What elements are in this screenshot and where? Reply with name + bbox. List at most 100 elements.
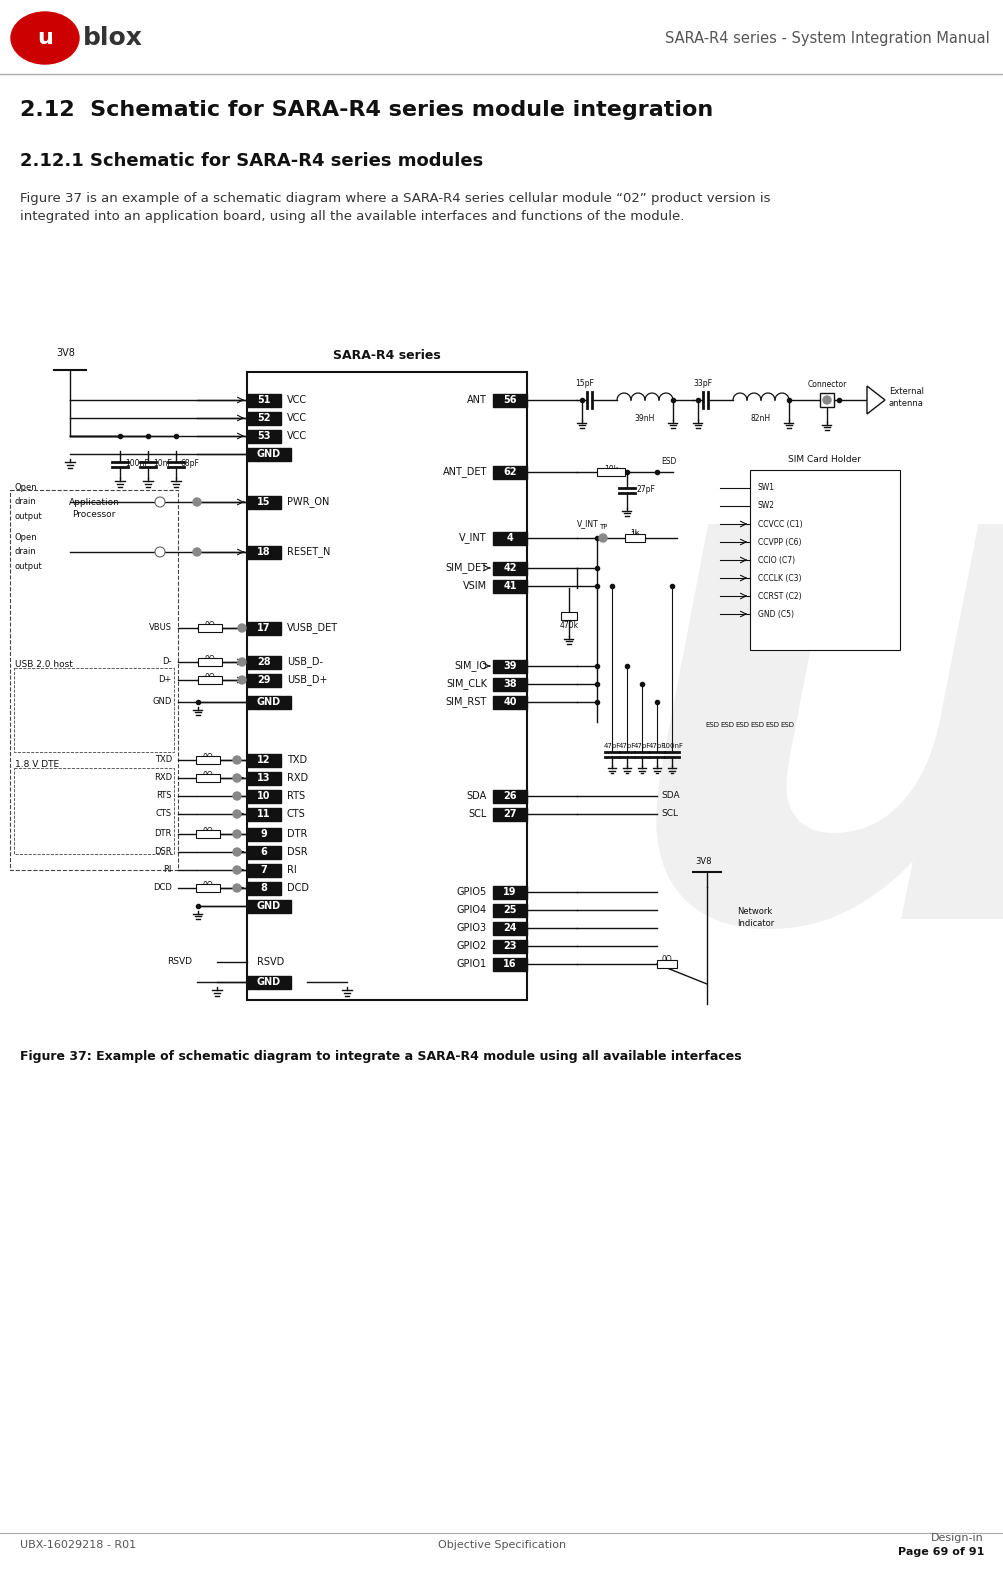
Text: 15: 15 <box>257 497 271 506</box>
Bar <box>492 579 527 593</box>
Text: DCD: DCD <box>287 883 309 892</box>
Text: VBUS: VBUS <box>148 623 172 633</box>
Text: GND: GND <box>267 978 287 987</box>
Text: 0Ω: 0Ω <box>203 770 214 780</box>
Text: 19: 19 <box>503 888 517 897</box>
Text: 8: 8 <box>261 883 267 892</box>
Text: 29: 29 <box>257 676 271 685</box>
Text: RESET_N: RESET_N <box>287 546 330 557</box>
Text: ESD: ESD <box>719 721 733 728</box>
Text: SW1: SW1 <box>757 484 774 492</box>
Bar <box>247 772 281 785</box>
Text: 38: 38 <box>503 679 517 690</box>
Text: 52: 52 <box>257 413 271 422</box>
Text: Processor: Processor <box>72 509 115 519</box>
Bar <box>247 394 281 407</box>
Text: GPIO4: GPIO4 <box>456 905 486 914</box>
Text: 0Ω: 0Ω <box>661 956 672 963</box>
Text: GPIO2: GPIO2 <box>456 941 486 951</box>
Text: 10: 10 <box>257 791 271 800</box>
Text: 28: 28 <box>257 657 271 668</box>
Text: PWR_ON: PWR_ON <box>287 497 329 508</box>
Bar <box>492 532 527 544</box>
Circle shape <box>233 848 241 856</box>
Bar <box>247 622 281 634</box>
Text: RSVD: RSVD <box>257 957 284 967</box>
Text: CTS: CTS <box>287 808 306 819</box>
Text: u: u <box>37 28 53 47</box>
Text: GND: GND <box>257 902 281 911</box>
Text: CCVCC (C1): CCVCC (C1) <box>757 519 801 528</box>
Text: 100nF: 100nF <box>660 744 682 748</box>
Bar <box>247 655 281 669</box>
Text: 51: 51 <box>257 396 271 405</box>
Text: 56: 56 <box>503 396 517 405</box>
Bar <box>198 676 222 683</box>
Bar <box>247 495 281 508</box>
Bar <box>198 623 222 631</box>
Bar <box>247 429 281 443</box>
Text: Network: Network <box>736 908 771 916</box>
Bar <box>561 612 577 620</box>
Circle shape <box>233 831 241 838</box>
Text: GPIO1: GPIO1 <box>456 959 486 970</box>
Text: SARA-R4 series - System Integration Manual: SARA-R4 series - System Integration Manu… <box>665 30 989 46</box>
Bar <box>492 940 527 952</box>
Text: CCVPP (C6): CCVPP (C6) <box>757 538 800 546</box>
Text: ESD: ESD <box>660 457 676 467</box>
Text: 100nF: 100nF <box>125 459 148 468</box>
Text: 6: 6 <box>261 846 267 857</box>
Circle shape <box>233 774 241 782</box>
Text: ESD: ESD <box>779 721 793 728</box>
Text: GND: GND <box>257 449 281 459</box>
Text: TXD: TXD <box>154 756 172 764</box>
Circle shape <box>233 884 241 892</box>
Text: D-: D- <box>162 658 172 666</box>
Text: VUSB_DET: VUSB_DET <box>287 623 338 633</box>
Bar <box>492 696 527 709</box>
Bar <box>14 767 174 854</box>
Text: 12: 12 <box>257 755 271 766</box>
Text: Page 69 of 91: Page 69 of 91 <box>897 1547 983 1557</box>
Bar <box>247 900 291 913</box>
Text: ESD: ESD <box>704 721 718 728</box>
Text: antenna: antenna <box>888 400 923 408</box>
Text: D+: D+ <box>158 676 172 685</box>
Text: Design-in: Design-in <box>931 1533 983 1542</box>
Text: blox: blox <box>83 25 142 51</box>
Text: 27pF: 27pF <box>636 486 655 495</box>
Bar <box>625 535 644 543</box>
Text: 47pF: 47pF <box>618 744 635 748</box>
Text: 82nH: 82nH <box>750 414 770 422</box>
Bar <box>492 660 527 672</box>
Text: SDA: SDA <box>466 791 486 800</box>
Text: RXD: RXD <box>153 774 172 783</box>
Text: 10nF: 10nF <box>152 459 172 468</box>
Text: 39: 39 <box>503 661 517 671</box>
Text: RXD: RXD <box>287 774 308 783</box>
Text: Figure 37 is an example of a schematic diagram where a SARA-R4 series cellular m: Figure 37 is an example of a schematic d… <box>20 191 769 206</box>
Bar <box>492 886 527 899</box>
Text: 25: 25 <box>503 905 517 914</box>
Bar <box>247 448 291 460</box>
Text: Objective Specification: Objective Specification <box>437 1539 566 1550</box>
Text: CCIO (C7): CCIO (C7) <box>757 555 794 565</box>
Text: 47pF: 47pF <box>603 744 620 748</box>
Text: RI: RI <box>287 865 297 875</box>
Bar <box>492 677 527 690</box>
Bar <box>492 957 527 970</box>
Circle shape <box>233 756 241 764</box>
Text: GND (C5): GND (C5) <box>757 609 793 619</box>
Text: 0Ω: 0Ω <box>205 672 216 682</box>
Text: 9: 9 <box>261 829 267 838</box>
Text: drain: drain <box>15 547 37 557</box>
Bar <box>247 881 281 894</box>
Text: 62: 62 <box>503 467 517 478</box>
Text: SCL: SCL <box>660 810 677 818</box>
Text: integrated into an application board, using all the available interfaces and fun: integrated into an application board, us… <box>20 210 684 223</box>
Text: SARA-R4 series: SARA-R4 series <box>333 350 440 362</box>
Bar <box>597 468 625 476</box>
Text: ANT_DET: ANT_DET <box>442 467 486 478</box>
Text: 2.12  Schematic for SARA-R4 series module integration: 2.12 Schematic for SARA-R4 series module… <box>20 100 712 120</box>
Circle shape <box>154 547 164 557</box>
